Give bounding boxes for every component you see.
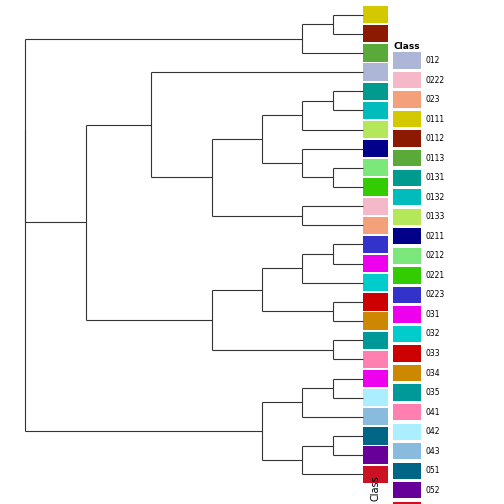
Text: 041: 041 [426,408,440,417]
Text: 043: 043 [426,447,440,456]
Text: 0223: 0223 [426,290,445,299]
Text: 0112: 0112 [426,134,445,143]
FancyBboxPatch shape [393,247,421,264]
Text: 052: 052 [426,486,440,495]
Text: 031: 031 [426,310,440,319]
Text: 0111: 0111 [426,114,445,123]
FancyBboxPatch shape [363,64,388,81]
FancyBboxPatch shape [363,102,388,119]
Text: 051: 051 [426,466,440,475]
FancyBboxPatch shape [393,463,421,479]
FancyBboxPatch shape [393,131,421,147]
Text: 023: 023 [426,95,440,104]
FancyBboxPatch shape [363,159,388,176]
FancyBboxPatch shape [393,404,421,420]
FancyBboxPatch shape [393,52,421,69]
Text: 012: 012 [426,56,440,65]
FancyBboxPatch shape [363,408,388,425]
FancyBboxPatch shape [363,351,388,368]
FancyBboxPatch shape [393,111,421,127]
FancyBboxPatch shape [363,217,388,234]
FancyBboxPatch shape [393,72,421,88]
FancyBboxPatch shape [393,150,421,166]
Text: 0221: 0221 [426,271,445,280]
FancyBboxPatch shape [393,169,421,186]
Text: 035: 035 [426,388,440,397]
Text: 0113: 0113 [426,154,445,163]
FancyBboxPatch shape [363,178,388,196]
Text: Class: Class [370,476,381,501]
FancyBboxPatch shape [363,255,388,272]
FancyBboxPatch shape [393,91,421,108]
FancyBboxPatch shape [393,345,421,362]
FancyBboxPatch shape [363,6,388,23]
Text: 0132: 0132 [426,193,445,202]
FancyBboxPatch shape [363,293,388,310]
FancyBboxPatch shape [363,312,388,330]
FancyBboxPatch shape [363,83,388,100]
FancyBboxPatch shape [393,385,421,401]
FancyBboxPatch shape [393,306,421,323]
FancyBboxPatch shape [393,501,421,504]
FancyBboxPatch shape [363,121,388,138]
FancyBboxPatch shape [363,370,388,387]
FancyBboxPatch shape [393,326,421,342]
FancyBboxPatch shape [363,332,388,349]
FancyBboxPatch shape [393,365,421,381]
Text: 0222: 0222 [426,76,445,85]
FancyBboxPatch shape [393,287,421,303]
Text: 032: 032 [426,330,440,339]
Text: Class: Class [393,42,420,51]
Text: 033: 033 [426,349,440,358]
FancyBboxPatch shape [393,482,421,498]
FancyBboxPatch shape [393,209,421,225]
FancyBboxPatch shape [393,267,421,284]
FancyBboxPatch shape [363,466,388,483]
Text: 042: 042 [426,427,440,436]
FancyBboxPatch shape [393,443,421,459]
FancyBboxPatch shape [393,423,421,440]
FancyBboxPatch shape [393,189,421,205]
FancyBboxPatch shape [363,389,388,406]
FancyBboxPatch shape [393,228,421,244]
Text: 0212: 0212 [426,251,445,261]
Text: 0133: 0133 [426,212,445,221]
Text: 034: 034 [426,368,440,377]
Text: 0131: 0131 [426,173,445,182]
FancyBboxPatch shape [363,427,388,445]
FancyBboxPatch shape [363,274,388,291]
FancyBboxPatch shape [363,198,388,215]
FancyBboxPatch shape [363,447,388,464]
FancyBboxPatch shape [363,140,388,157]
Text: 0211: 0211 [426,232,445,241]
FancyBboxPatch shape [363,25,388,42]
FancyBboxPatch shape [363,44,388,61]
FancyBboxPatch shape [363,236,388,253]
